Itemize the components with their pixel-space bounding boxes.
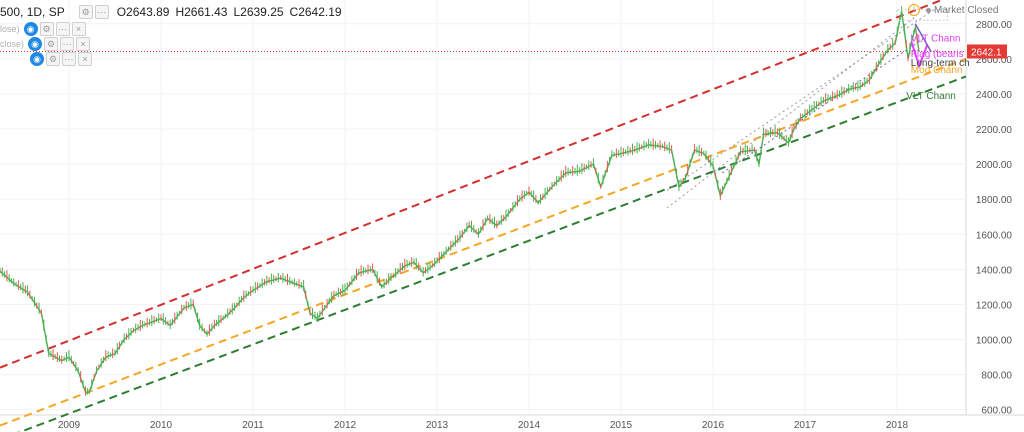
annotation-label[interactable]: Long-term ch — [911, 58, 970, 69]
y-tick-label: 1600.00 — [976, 230, 1013, 241]
eye-icon[interactable]: ◉ — [23, 22, 38, 36]
trendline[interactable] — [0, 57, 967, 427]
x-tick-label: 2011 — [242, 420, 264, 431]
trendline[interactable] — [0, 0, 966, 369]
settings-icon[interactable]: ⚙ — [78, 5, 93, 19]
more-icon[interactable]: ⋯ — [55, 22, 70, 36]
alert-icon[interactable]: ! — [908, 4, 920, 16]
x-tick-label: 2014 — [518, 420, 541, 431]
trendline[interactable] — [666, 16, 916, 209]
x-tick-label: 2016 — [702, 420, 725, 431]
pattern-drawing[interactable] — [914, 23, 932, 53]
x-tick-label: 2009 — [58, 420, 81, 431]
settings-icon[interactable]: ⚙ — [46, 52, 60, 66]
indicator-row[interactable]: lose) ◉ ⚙ ⋯ × — [0, 22, 88, 36]
indicator-row[interactable]: ◉ ⚙ ⋯ × — [0, 52, 94, 66]
trendline[interactable] — [666, 9, 935, 191]
y-tick-label: 1800.00 — [976, 195, 1013, 206]
indicator-label: lose) — [0, 24, 20, 34]
y-tick-label: 2800.00 — [976, 20, 1013, 31]
y-tick-label: 2200.00 — [976, 125, 1013, 136]
close-value: C2642.19 — [289, 5, 342, 19]
x-tick-label: 2015 — [610, 420, 633, 431]
more-icon[interactable]: ⋯ — [60, 37, 75, 51]
symbol-label[interactable]: 500, 1D, SP — [0, 5, 65, 19]
settings-icon[interactable]: ⚙ — [44, 37, 59, 51]
annotation-label[interactable]: Mod Chann — [911, 65, 963, 76]
x-tick-label: 2017 — [794, 420, 817, 431]
close-icon[interactable]: × — [71, 22, 86, 36]
low-value: L2639.25 — [233, 5, 284, 19]
high-value: H2661.43 — [175, 5, 228, 19]
eye-icon[interactable]: ◉ — [28, 37, 43, 51]
y-tick-label: 2600.00 — [976, 55, 1013, 66]
x-tick-label: 2010 — [150, 420, 173, 431]
price-tag — [967, 44, 1007, 59]
x-tick-label: 2012 — [334, 420, 357, 431]
trendline[interactable] — [721, 37, 925, 174]
y-tick-label: 600.00 — [981, 406, 1012, 417]
x-tick-label: 2018 — [886, 420, 909, 431]
indicator-row[interactable]: close) ◉ ⚙ ⋯ × — [0, 37, 92, 51]
status-dot-icon — [926, 7, 931, 13]
drawing-box[interactable] — [896, 9, 949, 21]
y-tick-label: 1200.00 — [976, 300, 1013, 311]
y-tick-label: 1000.00 — [976, 336, 1013, 347]
y-tick-label: 1400.00 — [976, 265, 1013, 276]
annotation-label[interactable]: VLT Chann — [911, 33, 961, 44]
more-icon[interactable]: ⋯ — [94, 5, 109, 19]
flag-drawing[interactable] — [910, 41, 929, 69]
indicator-label: close) — [0, 39, 25, 49]
market-status-label: Market Closed — [934, 4, 999, 16]
annotation-label[interactable]: VLT Chann — [906, 91, 956, 102]
open-value: O2643.89 — [116, 5, 170, 19]
chart-header: 500, 1D, SP ⚙ ⋯ O2643.89 H2661.43 L2639.… — [0, 2, 348, 22]
price-tag-label: 2642.1 — [971, 47, 1002, 58]
y-tick-label: 2000.00 — [976, 160, 1013, 171]
market-status: ! Market Closed — [908, 4, 998, 16]
price-series-line — [0, 11, 920, 393]
y-tick-label: 800.00 — [981, 371, 1012, 382]
more-icon[interactable]: ⋯ — [62, 52, 76, 66]
close-icon[interactable]: × — [76, 37, 91, 51]
y-tick-label: 2400.00 — [976, 90, 1013, 101]
settings-icon[interactable]: ⚙ — [39, 22, 54, 36]
eye-icon[interactable]: ◉ — [30, 52, 44, 66]
annotation-label[interactable]: Flag (bearis — [911, 49, 964, 60]
x-tick-label: 2013 — [426, 420, 449, 431]
trendline[interactable] — [0, 75, 967, 432]
close-icon[interactable]: × — [78, 52, 92, 66]
